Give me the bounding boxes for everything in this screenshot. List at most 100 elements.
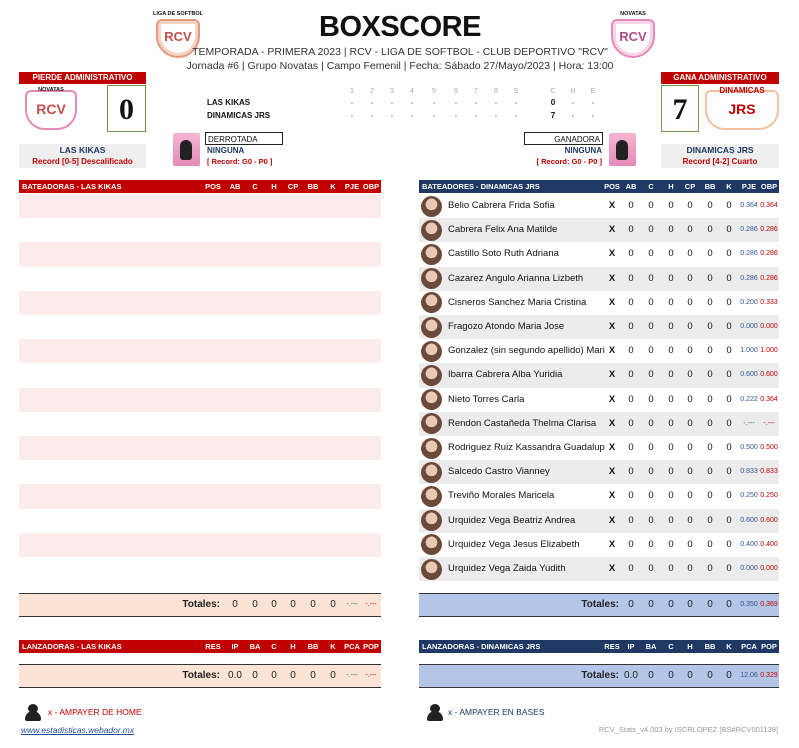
totals-label: Totales: bbox=[581, 599, 619, 610]
stat-cell: 0 bbox=[707, 393, 713, 405]
column-header: K bbox=[330, 182, 336, 191]
totals-cell: 12.06 bbox=[740, 672, 758, 679]
linescore-cell: - bbox=[390, 98, 394, 107]
linescore-cell: - bbox=[591, 98, 595, 107]
stat-cell: 0.400 bbox=[740, 540, 758, 548]
stat-cell: -.--- bbox=[743, 419, 755, 427]
linescore-cell: - bbox=[432, 98, 436, 107]
stat-cell: 0.400 bbox=[760, 540, 778, 548]
stat-cell: 0 bbox=[726, 393, 732, 405]
column-header: K bbox=[330, 642, 336, 651]
linescore-header: E bbox=[590, 86, 596, 95]
umpire-label: x - AMPAYER DE HOME bbox=[48, 707, 142, 717]
stat-cell: 0 bbox=[668, 417, 674, 429]
totals-cell: 0 bbox=[726, 670, 732, 681]
stat-cell: 0 bbox=[668, 200, 674, 211]
stat-cell: 0 bbox=[648, 321, 654, 332]
totals-cell: 0 bbox=[668, 670, 674, 681]
totals-cell: 0 bbox=[687, 599, 693, 610]
stat-cell: 0 bbox=[648, 224, 654, 236]
stat-cell: 0 bbox=[668, 514, 674, 526]
stat-cell: 0 bbox=[628, 490, 634, 502]
stat-cell: 0 bbox=[726, 369, 732, 381]
stat-cell: 0 bbox=[668, 345, 674, 357]
column-header: C bbox=[252, 182, 258, 191]
linescore-cell: - bbox=[432, 111, 436, 120]
stat-cell: 0 bbox=[726, 466, 732, 478]
totals-row bbox=[419, 664, 779, 688]
totals-cell: 0 bbox=[648, 599, 654, 610]
table-row bbox=[419, 194, 779, 219]
stat-cell: 0 bbox=[668, 563, 674, 574]
stat-cell: X bbox=[608, 466, 616, 478]
column-header: BB bbox=[307, 182, 319, 191]
totals-cell: 0 bbox=[707, 599, 713, 610]
linescore-cell: - bbox=[454, 98, 458, 107]
stat-cell: 0 bbox=[628, 248, 634, 260]
table-title: BATEADORES - DINAMICAS JRS bbox=[422, 182, 540, 191]
totals-cell: 0 bbox=[271, 670, 277, 681]
totals-cell: 0 bbox=[330, 670, 336, 681]
stat-cell: 0.600 bbox=[740, 371, 758, 379]
team-logo-top: DINAMICAS bbox=[719, 86, 765, 95]
table-row bbox=[419, 436, 779, 461]
column-header: RES bbox=[604, 642, 620, 651]
pitcher-record: [ Record: G0 - P0 ] bbox=[207, 157, 273, 166]
column-header: BB bbox=[307, 642, 319, 651]
column-header: H bbox=[668, 182, 674, 191]
stat-cell: 0 bbox=[687, 417, 693, 429]
table-row bbox=[419, 315, 779, 340]
table-row bbox=[419, 387, 779, 412]
totals-cell: 0 bbox=[310, 670, 316, 681]
stat-cell: 0 bbox=[707, 514, 713, 526]
stat-cell: 0.833 bbox=[740, 468, 758, 476]
linescore-header: 2 bbox=[369, 86, 375, 95]
stat-cell: X bbox=[608, 563, 616, 574]
stat-cell: 0.286 bbox=[760, 226, 778, 234]
stat-cell: 0 bbox=[687, 321, 693, 332]
linescore-cell: - bbox=[410, 111, 414, 120]
player-photo bbox=[421, 268, 442, 290]
column-header: C bbox=[271, 642, 277, 651]
player-photo bbox=[421, 195, 442, 217]
stat-cell: 0 bbox=[628, 369, 634, 381]
totals-cell: 0 bbox=[232, 599, 238, 610]
linescore-cell: - bbox=[571, 111, 575, 120]
player-photo bbox=[421, 437, 442, 459]
player-name: Belio Cabrera Frida Sofia bbox=[448, 200, 555, 211]
version-note: RCV_Stats_v4.003 by ISCRLOPEZ [BS#RCV001… bbox=[598, 725, 778, 734]
stat-cell: 1.000 bbox=[740, 347, 758, 355]
linescore-cell: - bbox=[474, 111, 478, 120]
season-line: TEMPORADA - PRIMERA 2023 | RCV - LIGA DE… bbox=[192, 46, 608, 58]
team-name-box bbox=[661, 144, 779, 168]
stat-cell: 0.286 bbox=[740, 274, 758, 282]
stat-cell: 0.286 bbox=[740, 250, 758, 258]
stat-cell: 0.286 bbox=[740, 226, 758, 234]
player-name: Cisneros Sanchez Maria Cristina bbox=[448, 296, 587, 308]
pitcher-silhouette bbox=[180, 140, 192, 160]
table-header bbox=[19, 180, 381, 193]
totals-cell: -.--- bbox=[365, 601, 377, 608]
stat-cell: 0 bbox=[628, 200, 634, 211]
umpire-label: x - AMPAYER EN BASES bbox=[448, 707, 545, 717]
column-header: C bbox=[648, 182, 654, 191]
linescore-cell: - bbox=[514, 98, 518, 107]
stat-cell: 0 bbox=[707, 563, 713, 574]
totals-cell: 0 bbox=[271, 599, 277, 610]
stat-cell: 0.600 bbox=[740, 516, 758, 524]
player-name: Nieto Torres Carla bbox=[448, 393, 525, 405]
team-name: LAS KIKAS bbox=[59, 145, 106, 155]
team-logo bbox=[25, 90, 77, 130]
website-link: www.estadisticas.webador.mx bbox=[21, 725, 135, 735]
player-photo bbox=[421, 534, 442, 556]
linescore-cell: - bbox=[494, 111, 498, 120]
stat-cell: 0 bbox=[707, 442, 713, 453]
stat-cell: 0 bbox=[687, 272, 693, 284]
stat-cell: 0.250 bbox=[760, 492, 778, 500]
column-header: POS bbox=[604, 182, 620, 191]
linescore-cell: - bbox=[370, 98, 374, 107]
table-row bbox=[19, 266, 381, 291]
column-header: CP bbox=[684, 182, 696, 191]
stat-cell: 0 bbox=[648, 296, 654, 308]
team-name: DINAMICAS JRS bbox=[686, 145, 754, 155]
